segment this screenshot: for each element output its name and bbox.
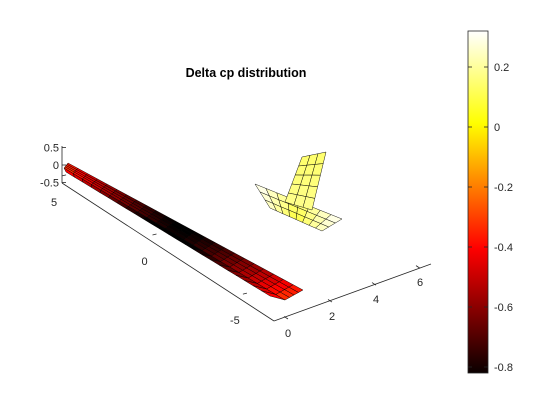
colorbar-tick-label: 0 <box>494 122 500 134</box>
x-tick-label: 2 <box>329 311 335 323</box>
colorbar-tick-label: 0.2 <box>494 62 509 74</box>
z-tick-label: 0 <box>53 160 59 172</box>
axes-3d: 0 2 4 6 -5 0 5 -0.5 0 0.5 <box>40 143 431 341</box>
x-tick-mark <box>416 266 420 269</box>
z-tick-label: -0.5 <box>40 178 59 190</box>
chart-title: Delta cp distribution <box>186 66 307 80</box>
y-tick-label: 5 <box>51 197 57 209</box>
x-tick-label: 4 <box>373 294 379 306</box>
surfaces <box>64 152 342 300</box>
z-tick-label: 0.5 <box>44 143 59 155</box>
y-tick-mark <box>153 234 157 235</box>
colorbar: -0.8 -0.6 -0.4 -0.2 0 0.2 <box>468 31 513 374</box>
y-tick-mark <box>243 293 247 294</box>
x-axis-ticks: 0 2 4 6 <box>284 266 423 340</box>
x-tick-label: 0 <box>285 328 291 340</box>
colorbar-tick-label: -0.8 <box>494 362 513 374</box>
y-tick-label: -5 <box>230 315 240 327</box>
colorbar-tick-label: -0.4 <box>494 242 513 254</box>
colorbar-tick-label: -0.2 <box>494 182 513 194</box>
colorbar-tick-label: -0.6 <box>494 302 513 314</box>
y-axis-line <box>62 183 274 321</box>
wing-surface <box>64 163 303 300</box>
vertical-tail-surface <box>285 152 326 210</box>
colorbar-gradient <box>468 31 488 373</box>
y-tick-label: 0 <box>141 256 147 268</box>
x-tick-label: 6 <box>417 277 423 289</box>
y-tick-mark <box>62 175 66 176</box>
